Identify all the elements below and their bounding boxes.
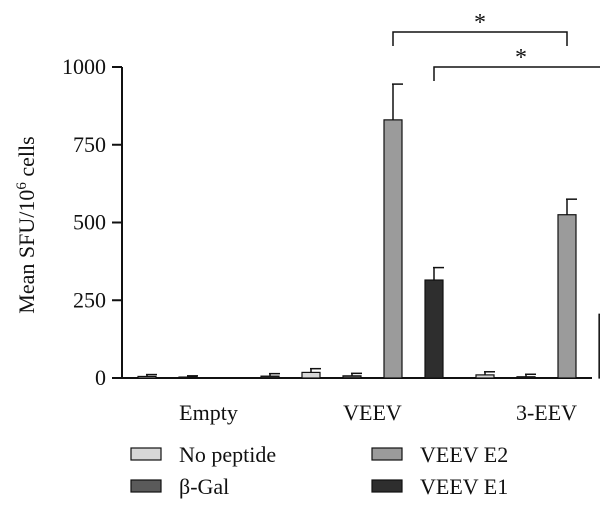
legend-label: No peptide [179,442,276,467]
bar [383,119,403,379]
bar [260,375,280,379]
legend-swatch [130,479,162,493]
significance-bracket [392,31,568,46]
bar [557,214,577,379]
bar [301,371,321,379]
legend-item: VEEV E2 [371,442,508,467]
bars [137,83,600,379]
bar [178,376,198,379]
y-axis: 0 250 500 750 1000 [62,54,123,390]
significance-label: * [474,10,486,36]
y-tick-label: 0 [95,365,106,390]
significance-label: * [515,45,527,71]
legend-swatch [371,479,403,493]
legend-swatch [371,447,403,461]
legend-item: VEEV E1 [371,474,508,499]
y-tick-label: 750 [73,132,106,157]
bar [475,374,495,379]
y-tick-label: 500 [73,210,106,235]
legend-label: β-Gal [179,474,229,499]
y-tick-label: 250 [73,287,106,312]
y-axis-label: Mean SFU/106 cells [14,136,39,313]
legend: No peptide VEEV E2 β-Gal VEEV E1 [130,442,508,499]
x-category-label: VEEV [343,400,402,425]
y-tick-label: 1000 [62,54,106,79]
bar [137,375,157,379]
x-category-label: Empty [179,400,238,425]
bar [516,376,536,379]
x-category-label: 3-EEV [516,400,577,425]
bar [342,375,362,379]
bar [424,279,444,379]
significance-bracket [433,66,600,81]
legend-label: VEEV E2 [420,442,508,467]
legend-label: VEEV E1 [420,474,508,499]
significance-brackets: ** [392,10,600,81]
legend-item: β-Gal [130,474,229,499]
legend-item: No peptide [130,442,276,467]
legend-swatch [130,447,162,461]
x-axis: Empty VEEV 3-EEV [122,377,592,425]
